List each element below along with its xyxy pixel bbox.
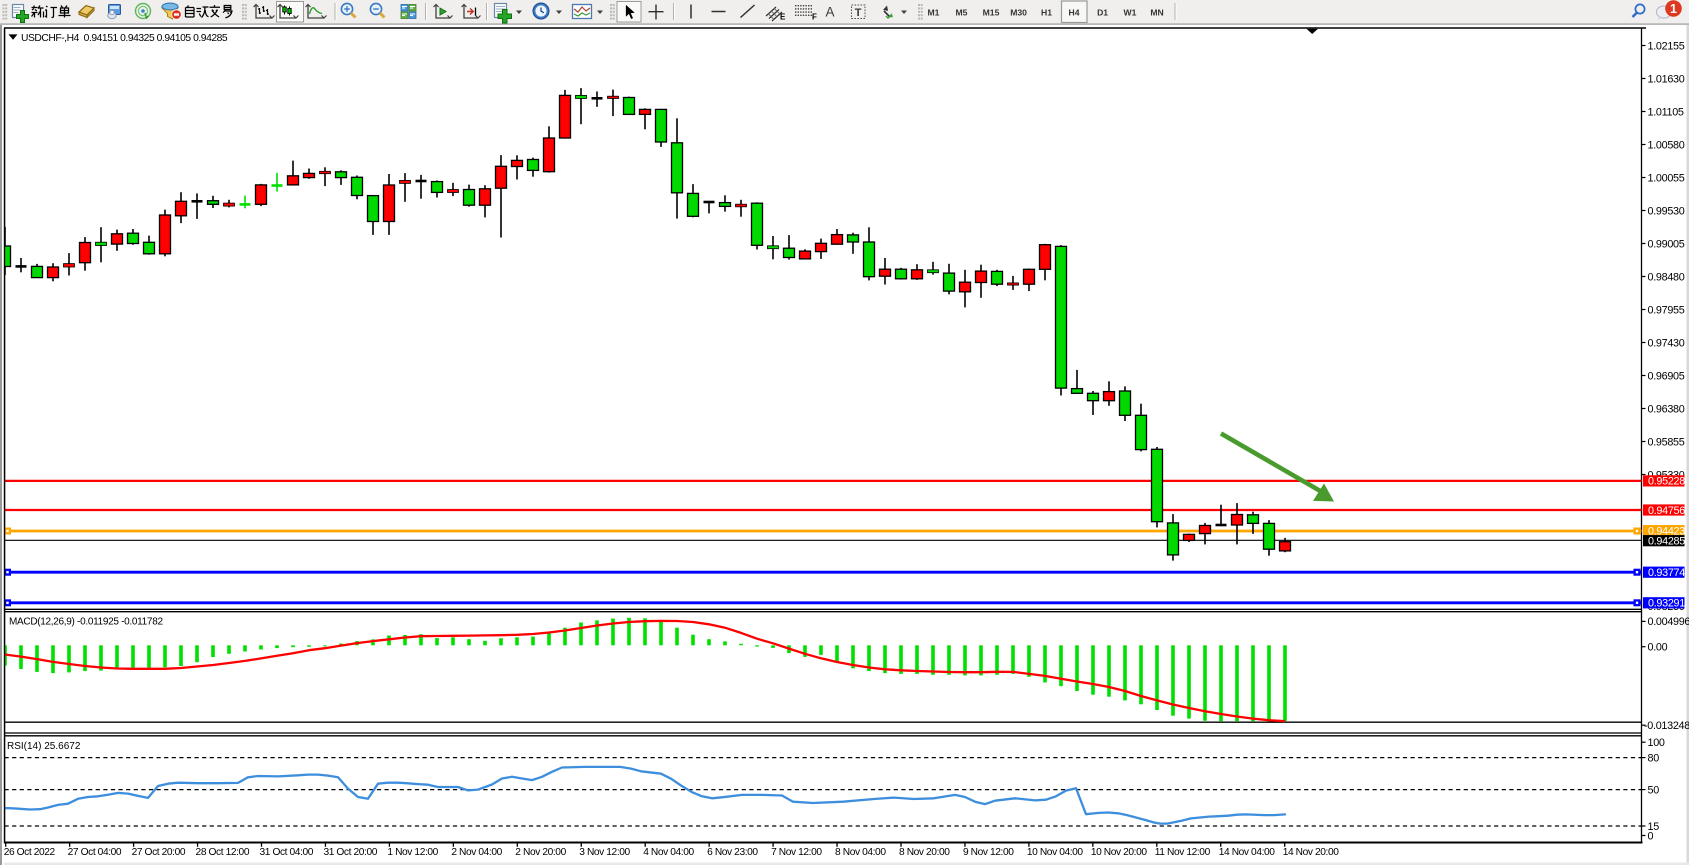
svg-text:10 Nov 04:00: 10 Nov 04:00 [1027,847,1084,858]
svg-text:8 Nov 20:00: 8 Nov 20:00 [899,847,950,858]
svg-text:1 Nov 12:00: 1 Nov 12:00 [387,847,438,858]
svg-text:2 Nov 20:00: 2 Nov 20:00 [515,847,566,858]
svg-text:D1: D1 [1097,8,1108,18]
svg-text:0.97430: 0.97430 [1648,337,1685,349]
svg-text:0.96380: 0.96380 [1648,403,1685,415]
svg-text:28 Oct 12:00: 28 Oct 12:00 [196,847,250,858]
svg-text:0.93291: 0.93291 [1648,598,1685,610]
svg-text:A: A [826,5,835,20]
svg-text:MACD(12,26,9) -0.011925 -0.011: MACD(12,26,9) -0.011925 -0.011782 [9,617,163,628]
svg-text:1.02155: 1.02155 [1648,40,1685,52]
svg-text:27 Oct 20:00: 27 Oct 20:00 [132,847,186,858]
svg-text:80: 80 [1648,752,1660,764]
svg-text:T: T [855,7,862,19]
svg-text:2 Nov 04:00: 2 Nov 04:00 [451,847,502,858]
svg-text:-0.013248: -0.013248 [1644,720,1689,732]
svg-text:USDCHF-,H4 0.94151 0.94325 0.: USDCHF-,H4 0.94151 0.94325 0.94105 0.942… [21,33,228,44]
svg-text:31 Oct 20:00: 31 Oct 20:00 [323,847,377,858]
svg-text:0.99530: 0.99530 [1648,205,1685,217]
svg-text:0.96905: 0.96905 [1648,370,1685,382]
svg-text:M1: M1 [928,8,940,18]
svg-text:0.94285: 0.94285 [1648,536,1685,548]
svg-text:100: 100 [1648,737,1665,749]
svg-text:1.00580: 1.00580 [1648,139,1685,151]
svg-text:31 Oct 04:00: 31 Oct 04:00 [260,847,314,858]
svg-text:0.94756: 0.94756 [1648,505,1685,517]
svg-text:0.99005: 0.99005 [1648,238,1685,250]
svg-text:0.98480: 0.98480 [1648,271,1685,283]
svg-text:0: 0 [1648,830,1654,842]
svg-text:H1: H1 [1041,8,1052,18]
svg-text:0.94423: 0.94423 [1648,525,1685,537]
svg-text:M5: M5 [956,8,968,18]
svg-text:9 Nov 12:00: 9 Nov 12:00 [963,847,1014,858]
svg-text:0.00: 0.00 [1648,642,1668,654]
svg-text:0.004996: 0.004996 [1648,616,1689,628]
svg-text:H4: H4 [1069,8,1080,18]
svg-text:E: E [780,13,786,22]
svg-text:1: 1 [1670,2,1677,16]
svg-text:6 Nov 23:00: 6 Nov 23:00 [707,847,758,858]
svg-text:M30: M30 [1010,8,1027,18]
svg-text:7 Nov 12:00: 7 Nov 12:00 [771,847,822,858]
svg-text:26 Oct 2022: 26 Oct 2022 [4,847,56,858]
svg-text:4 Nov 04:00: 4 Nov 04:00 [643,847,694,858]
svg-text:0.93774: 0.93774 [1648,567,1685,579]
svg-text:0.97955: 0.97955 [1648,304,1685,316]
svg-text:3 Nov 12:00: 3 Nov 12:00 [579,847,630,858]
svg-text:RSI(14) 25.6672: RSI(14) 25.6672 [7,741,81,752]
svg-text:8 Nov 04:00: 8 Nov 04:00 [835,847,886,858]
svg-text:1.01105: 1.01105 [1648,106,1684,118]
svg-text:10 Nov 20:00: 10 Nov 20:00 [1091,847,1148,858]
svg-text:50: 50 [1648,784,1660,796]
svg-text:27 Oct 04:00: 27 Oct 04:00 [68,847,122,858]
svg-text:14 Nov 04:00: 14 Nov 04:00 [1219,847,1276,858]
svg-text:W1: W1 [1124,8,1137,18]
svg-text:14 Nov 20:00: 14 Nov 20:00 [1283,847,1340,858]
svg-text:15: 15 [1648,821,1660,833]
svg-text:0.95855: 0.95855 [1648,436,1685,448]
svg-text:M15: M15 [983,8,1000,18]
svg-text:1.00055: 1.00055 [1648,172,1685,184]
svg-text:11 Nov 12:00: 11 Nov 12:00 [1155,847,1211,858]
svg-text:MN: MN [1150,8,1163,18]
svg-text:F: F [812,13,817,22]
svg-text:0.95228: 0.95228 [1648,476,1685,488]
svg-text:1.01630: 1.01630 [1648,73,1685,85]
